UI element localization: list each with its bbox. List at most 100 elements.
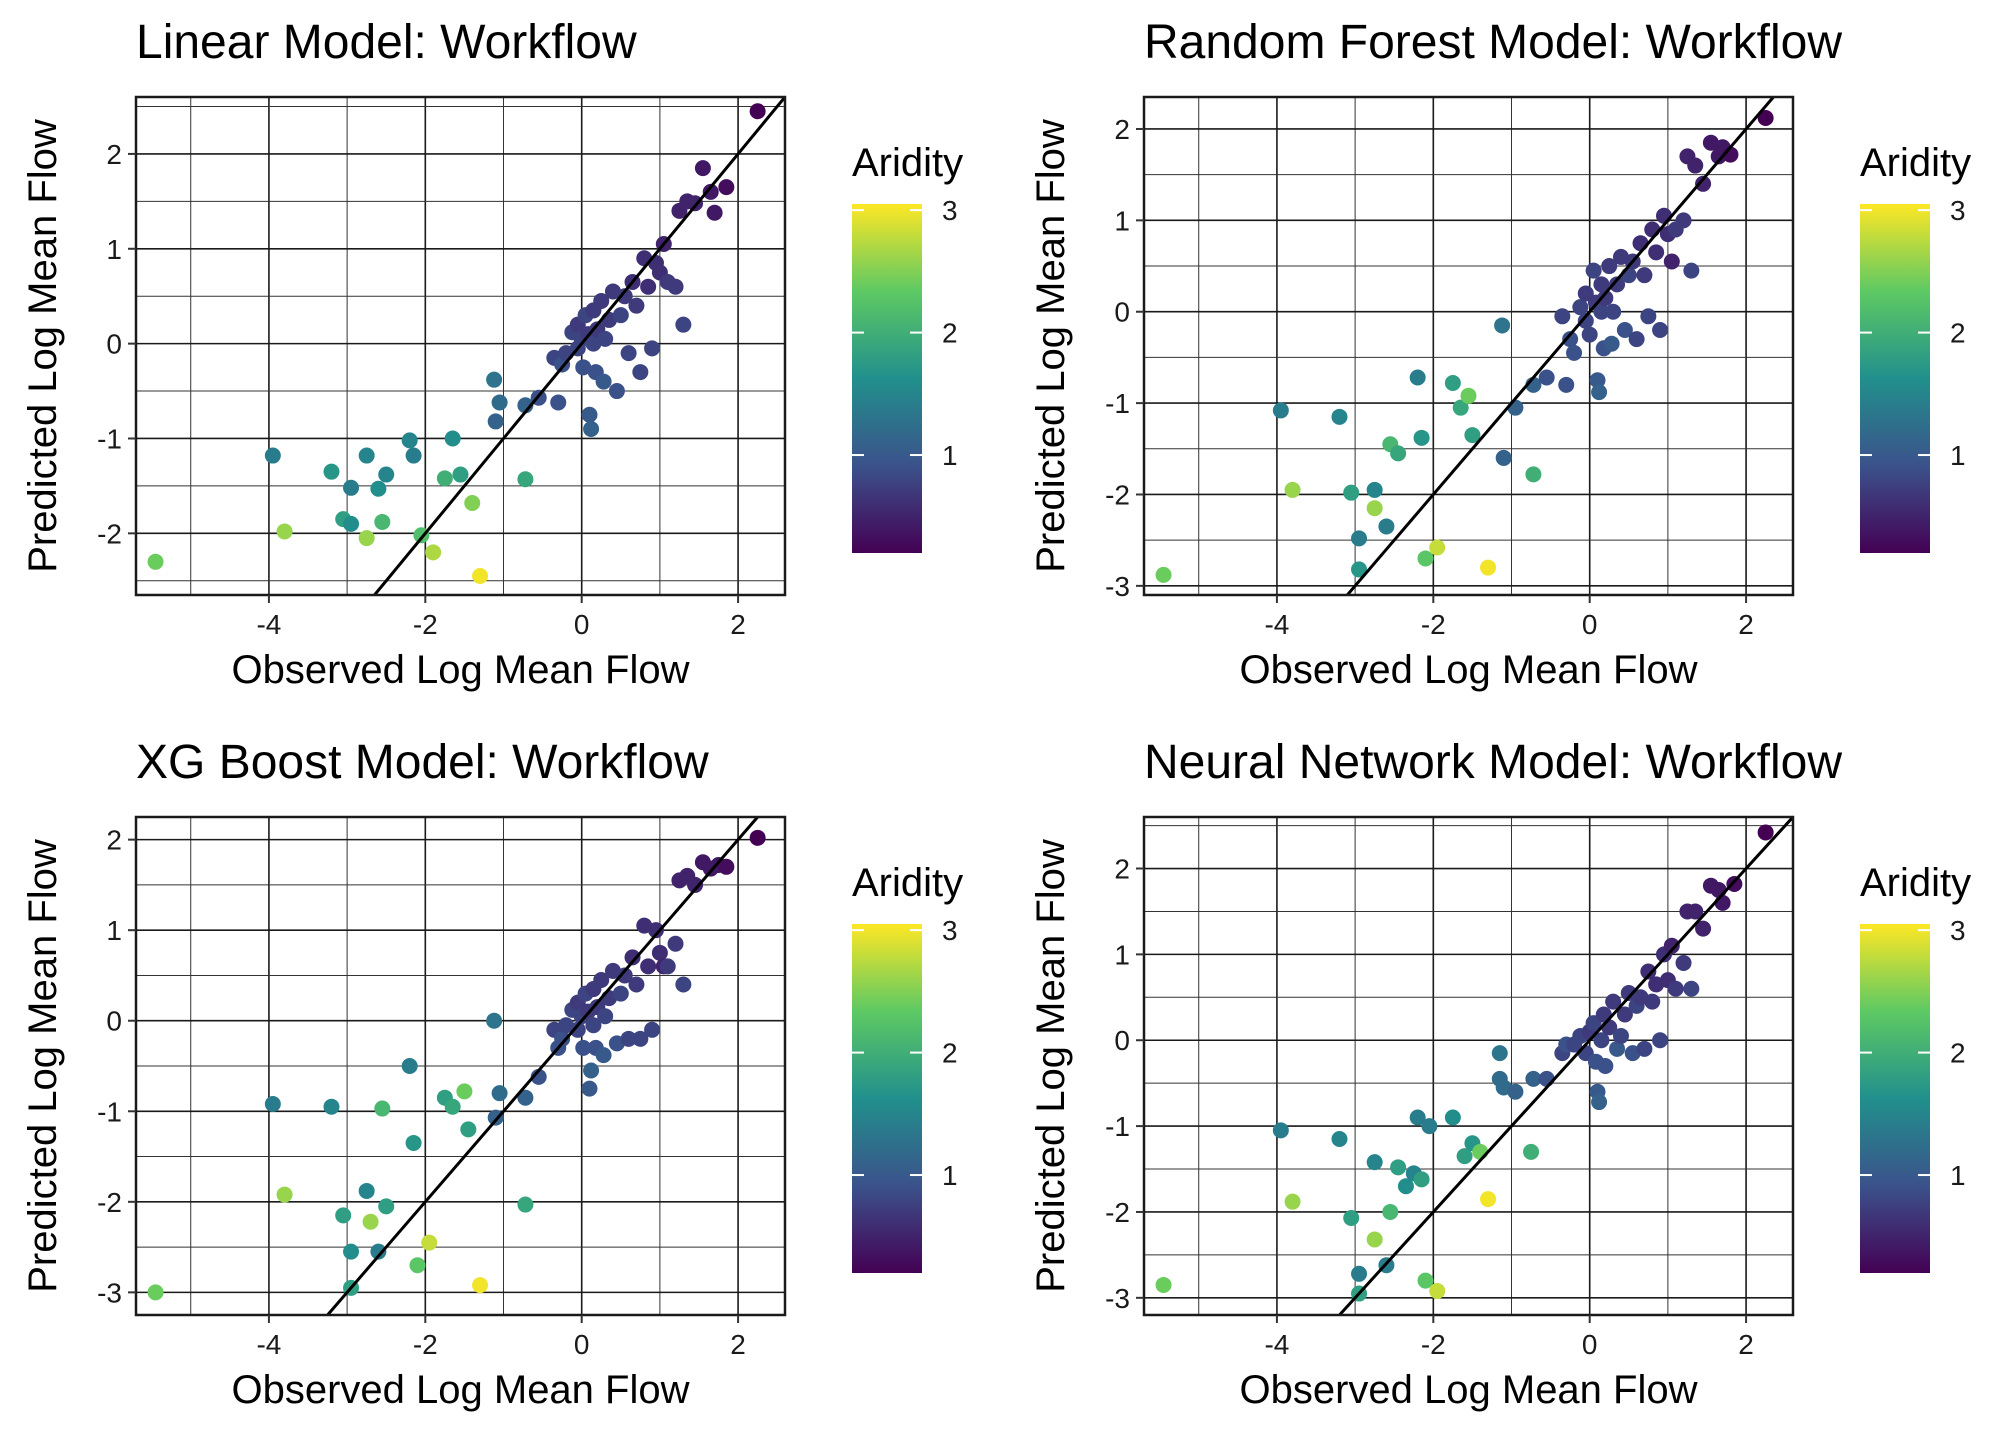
- data-point: [1284, 481, 1301, 498]
- data-point: [362, 1213, 379, 1230]
- data-point: [718, 179, 735, 196]
- data-point: [1480, 1191, 1497, 1208]
- data-point: [1390, 1159, 1407, 1176]
- data-point: [1460, 387, 1477, 404]
- y-tick-label: -2: [97, 1187, 122, 1218]
- data-point: [1382, 1203, 1399, 1220]
- data-point: [1612, 1027, 1629, 1044]
- data-point: [343, 515, 360, 532]
- data-point: [1593, 276, 1610, 293]
- y-tick-label: 0: [106, 1006, 122, 1037]
- data-point: [620, 345, 637, 362]
- data-point: [486, 371, 503, 388]
- data-point: [569, 1021, 586, 1038]
- legend-tick-label: 1: [942, 1160, 958, 1191]
- panel-border: [134, 95, 787, 597]
- y-tick-label: -3: [1105, 571, 1130, 602]
- data-point: [554, 1030, 571, 1047]
- y-tick-label: 2: [106, 139, 122, 170]
- data-point: [1589, 372, 1606, 389]
- data-point: [675, 976, 692, 993]
- data-point: [585, 1017, 602, 1034]
- data-point: [1577, 285, 1594, 302]
- data-point: [1272, 402, 1289, 419]
- y-tick-label: -1: [97, 1096, 122, 1127]
- data-point: [597, 1008, 614, 1025]
- data-point: [517, 1196, 534, 1213]
- data-point: [1628, 331, 1645, 348]
- y-tick-label: 1: [106, 234, 122, 265]
- data-point: [1632, 235, 1649, 252]
- data-point: [1366, 1231, 1383, 1248]
- y-tick-label: 2: [1114, 114, 1130, 145]
- data-point: [1538, 1070, 1555, 1087]
- data-point: [517, 471, 534, 488]
- legend-colorbar: [852, 204, 922, 553]
- data-point: [640, 958, 657, 975]
- data-point: [581, 1080, 598, 1097]
- legend-tick-label: 2: [1950, 1038, 1966, 1069]
- legend-title: Aridity: [852, 141, 963, 185]
- plot-background: [136, 97, 785, 595]
- data-point: [491, 1085, 508, 1102]
- data-point: [640, 278, 657, 295]
- x-tick-label: 2: [1738, 1329, 1754, 1360]
- x-axis-title: Observed Log Mean Flow: [1239, 648, 1697, 692]
- data-point: [1409, 1109, 1426, 1126]
- data-point: [1597, 290, 1614, 307]
- y-axis-title: Predicted Log Mean Flow: [21, 839, 65, 1293]
- data-point: [1695, 175, 1712, 192]
- data-point: [1343, 1209, 1360, 1226]
- data-point: [1636, 1040, 1653, 1057]
- data-point: [1757, 824, 1774, 841]
- data-point: [667, 935, 684, 952]
- x-tick-label: -4: [1264, 1329, 1289, 1360]
- data-point: [651, 944, 668, 961]
- chart-title: Random Forest Model: Workflow: [1144, 16, 1842, 69]
- data-point: [1284, 1193, 1301, 1210]
- data-point: [583, 1062, 600, 1079]
- data-point: [628, 976, 645, 993]
- data-point: [1644, 221, 1661, 238]
- data-point: [667, 278, 684, 295]
- legend-tick-label: 1: [1950, 1160, 1966, 1191]
- data-point: [1581, 326, 1598, 343]
- data-point: [1507, 1083, 1524, 1100]
- data-point: [323, 463, 340, 480]
- data-point: [1538, 369, 1555, 386]
- data-point: [1155, 1276, 1172, 1293]
- y-tick-label: -1: [1105, 1111, 1130, 1142]
- data-point: [1429, 539, 1446, 556]
- data-point: [405, 447, 422, 464]
- data-point: [1351, 561, 1368, 578]
- data-point: [694, 160, 711, 177]
- reference-line: [373, 97, 785, 595]
- legend-tick-label: 3: [1950, 915, 1966, 946]
- data-point: [616, 967, 633, 984]
- data-point: [616, 288, 633, 305]
- data-point: [702, 183, 719, 200]
- data-point: [1577, 312, 1594, 329]
- data-point: [1507, 399, 1524, 416]
- data-point: [1620, 267, 1637, 284]
- data-point: [276, 523, 293, 540]
- data-point: [1429, 1282, 1446, 1299]
- data-point: [147, 1284, 164, 1301]
- data-point: [264, 1096, 281, 1113]
- x-tick-label: -2: [413, 609, 438, 640]
- data-point: [460, 1121, 477, 1138]
- panel-border: [134, 815, 787, 1317]
- data-point: [1652, 322, 1669, 339]
- data-point: [1652, 1032, 1669, 1049]
- legend-tick-label: 2: [1950, 318, 1966, 349]
- data-point: [1351, 530, 1368, 547]
- chart-panel-3: -4 -2 0 2 -3 -2 -1 0 1 2 XG Boost Model: Workflow O…: [0, 720, 1008, 1440]
- data-point: [1421, 1118, 1438, 1135]
- data-point: [1636, 267, 1653, 284]
- data-point: [1444, 1109, 1461, 1126]
- data-point: [1695, 920, 1712, 937]
- scatter-plot: -4 -2 0 2 -2 -1 0 1 2 Linear Model: Workflow Obser…: [21, 16, 963, 692]
- data-point: [620, 1030, 637, 1047]
- legend-colorbar: [1860, 204, 1930, 553]
